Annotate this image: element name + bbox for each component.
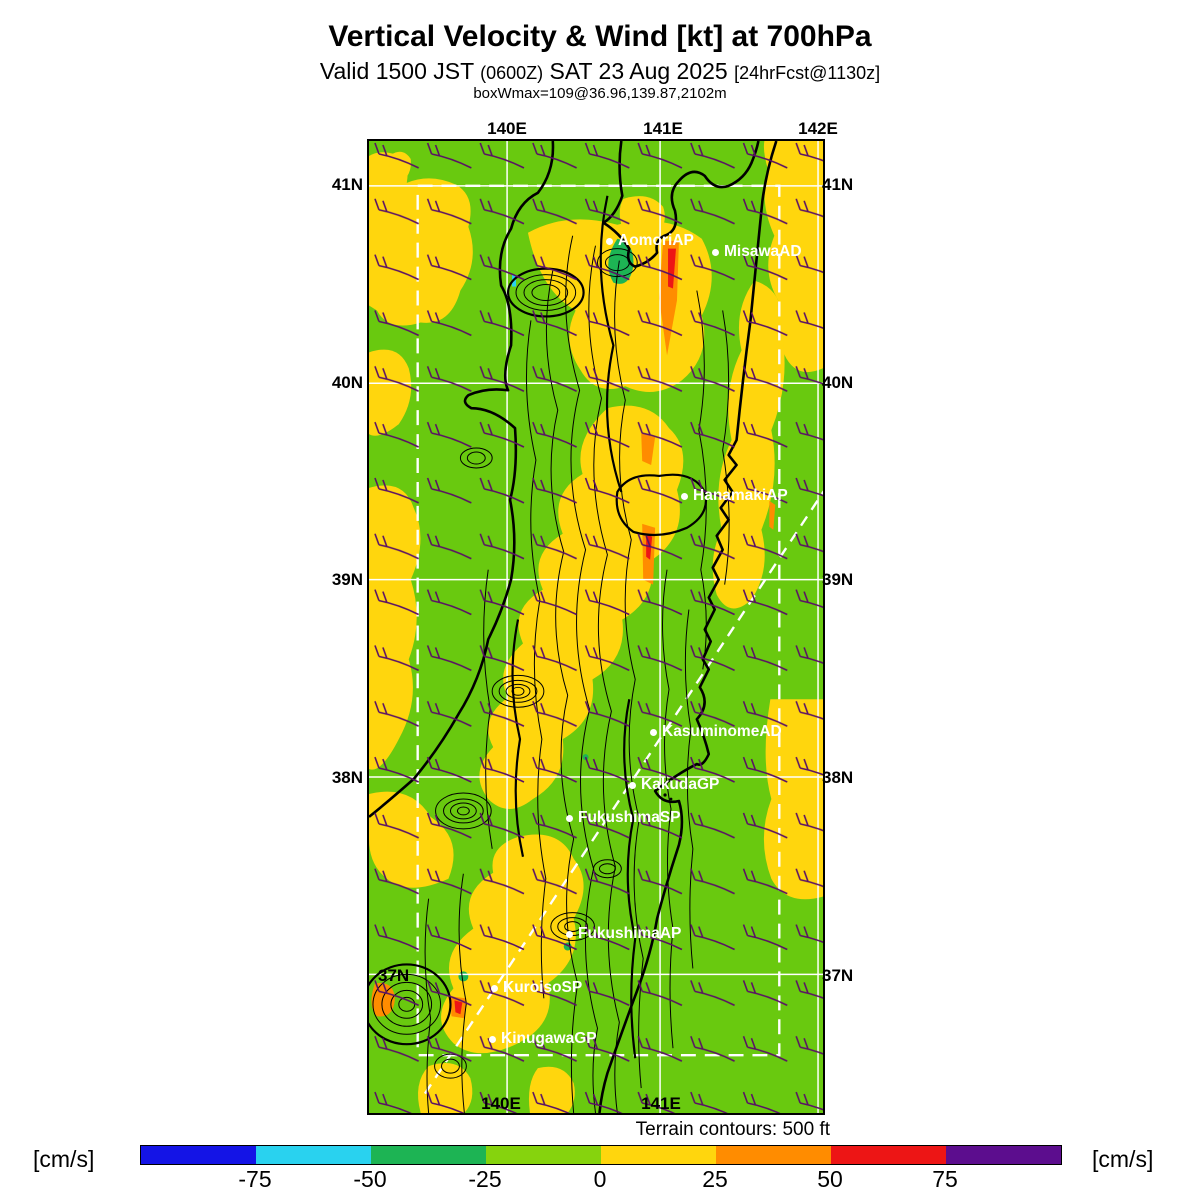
lon-label-bottom-140e: 140E	[481, 1094, 521, 1113]
station-kasuminome-ad: KasuminomeAD	[650, 723, 782, 741]
station-dot-icon	[712, 248, 719, 256]
lat-label-left-38n: 38N	[331, 768, 363, 787]
lon-label-bottom-141e: 141E	[641, 1094, 681, 1113]
colorbar-segment	[946, 1146, 1061, 1164]
lat-label-right-41n: 41N	[822, 175, 854, 194]
station-kakuda-gp: KakudaGP	[629, 776, 719, 794]
lon-label-top-140e: 140E	[487, 119, 527, 138]
lat-label-right-40n: 40N	[822, 373, 854, 392]
colorbar-segment	[371, 1146, 486, 1164]
colorbar-tick: 0	[593, 1166, 607, 1192]
station-hanamaki-ap: HanamakiAP	[681, 487, 788, 505]
colorbar-tick: -25	[468, 1166, 502, 1192]
lat-label-right-37n: 37N	[822, 966, 854, 985]
station-dot-icon	[629, 781, 636, 789]
station-dot-icon	[566, 814, 573, 822]
lat-label-left-39n: 39N	[331, 570, 363, 589]
wmax-line: boxWmax=109@36.96,139.87,2102m	[473, 85, 727, 102]
colorbar-segment	[601, 1146, 716, 1164]
station-label: FukushimaSP	[578, 809, 681, 826]
lat-label-left-37n: 37N	[378, 966, 410, 985]
terrain-contours-note: Terrain contours: 500 ft	[635, 1119, 830, 1140]
lat-label-left-41n: 41N	[331, 175, 363, 194]
station-label: KasuminomeAD	[662, 723, 782, 740]
station-label: FukushimaAP	[578, 925, 682, 942]
station-label: HanamakiAP	[693, 487, 788, 504]
map-panel	[367, 139, 825, 1115]
station-aomori-ap: AomoriAP	[606, 232, 694, 250]
station-label: MisawaAD	[724, 243, 802, 260]
colorbar	[140, 1145, 1062, 1165]
station-fukushima-sp: FukushimaSP	[566, 809, 681, 827]
station-dot-icon	[681, 492, 688, 500]
colorbar-segment	[486, 1146, 601, 1164]
lon-label-top-141e: 141E	[643, 119, 683, 138]
colorbar-tick: 75	[932, 1166, 958, 1192]
station-dot-icon	[489, 1035, 496, 1043]
valid-time-line: Valid 1500 JST (0600Z) SAT 23 Aug 2025 […	[319, 58, 881, 84]
colorbar-segment	[141, 1146, 256, 1164]
station-fukushima-ap: FukushimaAP	[566, 925, 681, 943]
colorbar-segment	[256, 1146, 371, 1164]
colorbar-tick: 25	[702, 1166, 728, 1192]
station-label: KinugawaGP	[501, 1030, 597, 1047]
lat-label-right-38n: 38N	[822, 768, 854, 787]
station-label: KakudaGP	[641, 776, 720, 793]
station-dot-icon	[491, 984, 498, 992]
station-dot-icon	[650, 728, 657, 736]
colorbar-segment	[716, 1146, 831, 1164]
page-title: Vertical Velocity & Wind [kt] at 700hPa	[328, 20, 872, 53]
station-label: KuroisoSP	[503, 979, 583, 996]
station-kinugawa-gp: KinugawaGP	[489, 1030, 597, 1048]
colorbar-unit-left: [cm/s]	[33, 1146, 95, 1172]
station-kuroiso-sp: KuroisoSP	[491, 979, 582, 997]
station-dot-icon	[606, 237, 613, 245]
colorbar-unit-right: [cm/s]	[1092, 1146, 1154, 1172]
lat-label-right-39n: 39N	[822, 570, 854, 589]
lat-label-left-40n: 40N	[331, 373, 363, 392]
wind-barbs-layer	[369, 141, 823, 1113]
colorbar-tick: -75	[238, 1166, 272, 1192]
map-graphic	[369, 141, 823, 1113]
colorbar-tick: 50	[817, 1166, 843, 1192]
station-misawa-ad: MisawaAD	[712, 243, 802, 261]
lon-label-top-142e: 142E	[798, 119, 838, 138]
colorbar-segment	[831, 1146, 946, 1164]
station-dot-icon	[566, 930, 573, 938]
colorbar-tick: -50	[353, 1166, 387, 1192]
station-label: AomoriAP	[618, 232, 694, 249]
